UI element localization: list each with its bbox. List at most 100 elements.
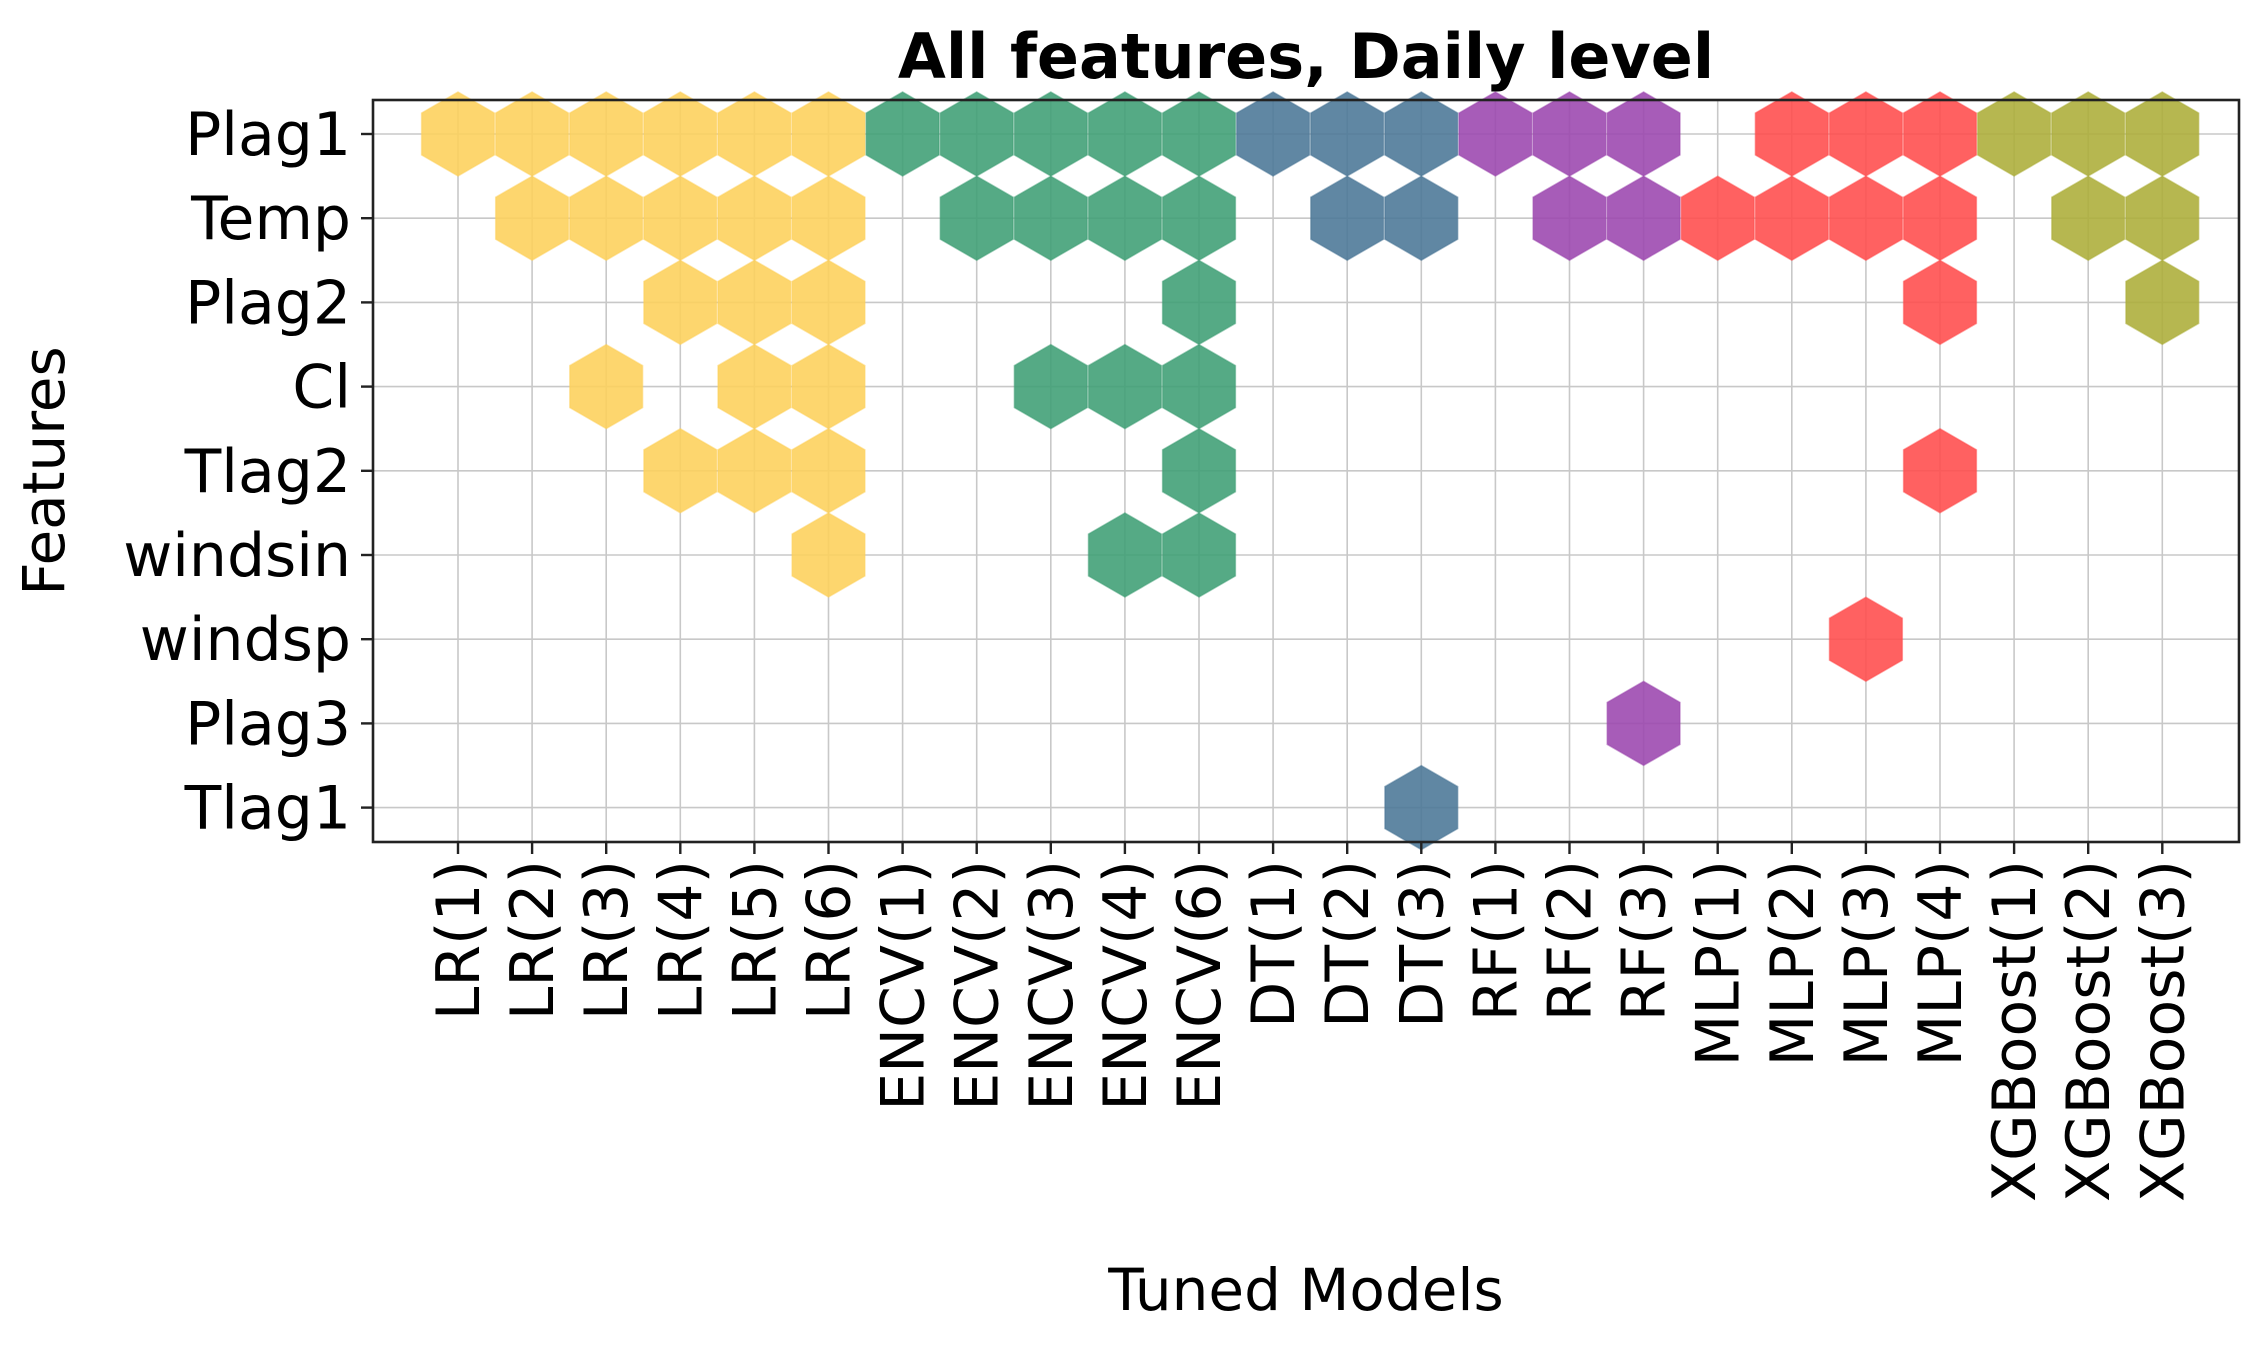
hex-encv-2-temp (939, 175, 1014, 262)
hex-lr-1-plag1 (420, 91, 496, 177)
hex-lr-6-plag2 (791, 259, 866, 346)
hex-encv-6-temp (1161, 175, 1237, 262)
hex-encv-4-temp (1087, 175, 1163, 262)
y-tick-label-cl: Cl (292, 353, 351, 423)
hex-xgboost-3-plag2 (2125, 259, 2200, 346)
hex-lr-6-plag1 (791, 91, 866, 177)
hex-dt-2-temp (1310, 175, 1385, 262)
axis-ticks: LR(1) LR(2) LR(3) LR(4) LR(5) LR(6) ENCV(1) ENC… (123, 100, 2198, 1202)
hex-lr-5-plag2 (717, 259, 792, 346)
hex-lr-5-tlag2 (717, 427, 792, 514)
x-tick-label-mlp-4: MLP(4) (1906, 860, 1976, 1066)
x-tick-label-encv-6: ENCV(6) (1165, 860, 1235, 1111)
hex-mlp-4-tlag2 (1902, 427, 1978, 514)
y-tick-label-windsin: windsin (123, 521, 351, 591)
hex-encv-4-windsin (1087, 512, 1163, 598)
hexagon-marks (420, 91, 2200, 851)
hex-encv-1-plag1 (865, 91, 940, 177)
hex-encv-2-plag1 (939, 91, 1014, 177)
hex-encv-4-plag1 (1087, 91, 1163, 177)
hex-encv-6-windsin (1161, 512, 1237, 598)
hex-encv-3-temp (1013, 175, 1088, 262)
x-tick-label-lr-4: LR(4) (646, 860, 716, 1020)
hex-encv-6-cl (1161, 343, 1237, 430)
x-tick-label-encv-1: ENCV(1) (869, 860, 939, 1111)
hex-encv-6-plag2 (1161, 259, 1237, 346)
hex-lr-4-tlag2 (643, 427, 718, 514)
y-tick-label-tlag1: Tlag1 (184, 774, 351, 844)
x-tick-label-encv-3: ENCV(3) (1017, 860, 1087, 1111)
hex-lr-3-cl (569, 343, 644, 430)
hex-mlp-2-plag1 (1754, 91, 1829, 177)
hex-rf-2-plag1 (1532, 91, 1607, 177)
hex-lr-2-temp (494, 175, 570, 262)
x-tick-label-mlp-3: MLP(3) (1832, 860, 1902, 1066)
x-tick-label-dt-2: DT(2) (1313, 860, 1383, 1028)
x-tick-label-rf-2: RF(2) (1536, 860, 1606, 1021)
hex-encv-6-plag1 (1161, 91, 1237, 177)
y-tick-label-plag3: Plag3 (185, 689, 351, 759)
hex-mlp-4-plag1 (1902, 91, 1978, 177)
hex-mlp-4-temp (1902, 175, 1978, 262)
hex-lr-5-cl (717, 343, 792, 430)
hex-rf-3-plag3 (1606, 680, 1681, 767)
hex-mlp-3-temp (1828, 175, 1904, 262)
hex-mlp-3-windsp (1828, 596, 1904, 683)
x-tick-label-rf-1: RF(1) (1461, 860, 1531, 1021)
hex-encv-3-plag1 (1013, 91, 1088, 177)
x-tick-label-xgboost-1: XGBoost(1) (1980, 860, 2050, 1202)
hex-mlp-1-temp (1680, 175, 1755, 262)
hex-xgboost-3-plag1 (2125, 91, 2200, 177)
y-tick-label-temp: Temp (190, 184, 351, 254)
hex-encv-3-cl (1013, 343, 1088, 430)
x-tick-label-rf-3: RF(3) (1610, 860, 1680, 1021)
hex-mlp-3-plag1 (1828, 91, 1904, 177)
y-axis-label: Features (10, 346, 78, 595)
x-tick-label-xgboost-3: XGBoost(3) (2128, 860, 2198, 1202)
hex-lr-5-plag1 (717, 91, 792, 177)
hex-xgboost-2-plag1 (2051, 91, 2126, 177)
x-tick-label-xgboost-2: XGBoost(2) (2054, 860, 2124, 1202)
x-tick-label-mlp-2: MLP(2) (1758, 860, 1828, 1066)
chart-title: All features, Daily level (898, 20, 1714, 93)
hex-lr-3-plag1 (569, 91, 644, 177)
hex-encv-6-tlag2 (1161, 427, 1237, 514)
hex-dt-3-plag1 (1384, 91, 1459, 177)
hex-lr-6-windsin (791, 512, 866, 598)
hex-lr-5-temp (717, 175, 792, 262)
hex-encv-4-cl (1087, 343, 1163, 430)
x-tick-label-lr-6: LR(6) (795, 860, 865, 1020)
hex-rf-1-plag1 (1458, 91, 1533, 177)
hex-mlp-4-plag2 (1902, 259, 1978, 346)
hex-mlp-2-temp (1754, 175, 1829, 262)
hex-lr-6-cl (791, 343, 866, 430)
hex-xgboost-3-temp (2125, 175, 2200, 262)
hex-dt-1-plag1 (1235, 91, 1311, 177)
y-tick-label-plag2: Plag2 (185, 268, 351, 338)
hex-lr-6-tlag2 (791, 427, 866, 514)
hex-xgboost-2-temp (2051, 175, 2126, 262)
y-tick-label-tlag2: Tlag2 (184, 437, 351, 507)
x-tick-label-dt-3: DT(3) (1387, 860, 1457, 1028)
hex-lr-2-plag1 (494, 91, 570, 177)
x-tick-label-encv-4: ENCV(4) (1091, 860, 1161, 1111)
hex-lr-3-temp (569, 175, 644, 262)
hex-xgboost-1-plag1 (1976, 91, 2052, 177)
hex-dt-3-tlag1 (1384, 764, 1459, 851)
hex-lr-4-plag1 (643, 91, 718, 177)
x-axis-label: Tuned Models (1107, 1256, 1503, 1324)
hex-lr-4-plag2 (643, 259, 718, 346)
x-tick-label-lr-2: LR(2) (498, 860, 568, 1020)
x-tick-label-lr-5: LR(5) (720, 860, 790, 1020)
x-tick-label-dt-1: DT(1) (1239, 860, 1309, 1028)
hex-dt-2-plag1 (1310, 91, 1385, 177)
hex-rf-3-temp (1606, 175, 1681, 262)
x-tick-label-mlp-1: MLP(1) (1684, 860, 1754, 1066)
x-tick-label-lr-3: LR(3) (572, 860, 642, 1020)
hex-dt-3-temp (1384, 175, 1459, 262)
hex-rf-3-plag1 (1606, 91, 1681, 177)
x-tick-label-encv-2: ENCV(2) (943, 860, 1013, 1111)
hex-lr-4-temp (643, 175, 718, 262)
